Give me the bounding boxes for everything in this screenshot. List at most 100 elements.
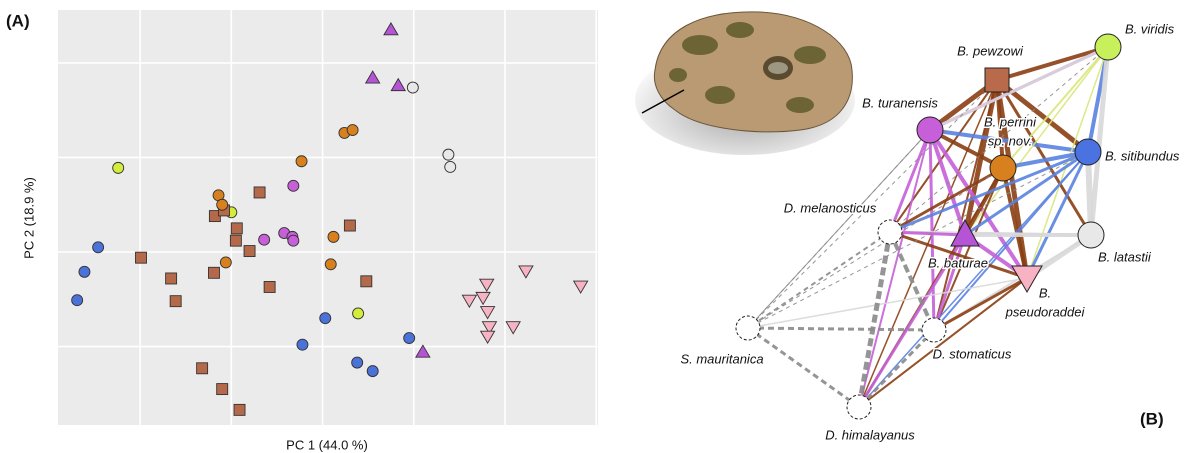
point: [444, 160, 457, 173]
edge: [929, 128, 1004, 170]
node-label: S. mauritanica: [680, 351, 763, 366]
point: [461, 294, 478, 309]
edge: [747, 129, 931, 329]
point: [403, 332, 416, 344]
edge: [928, 129, 967, 236]
point: [324, 258, 337, 271]
point: [196, 362, 209, 375]
x-axis-label: PC 1 (44.0 %): [286, 437, 368, 452]
point: [479, 330, 496, 345]
point: [327, 230, 340, 243]
edge: [889, 79, 998, 233]
node-label: B. turanensis: [862, 95, 938, 110]
node-label: D. stomaticus: [933, 346, 1012, 361]
point: [112, 161, 125, 174]
point: [169, 295, 182, 308]
point: [243, 245, 256, 258]
edge: [932, 234, 967, 331]
panel-label: (A): [6, 11, 30, 30]
edge: [856, 231, 893, 408]
point: [287, 234, 300, 247]
edge: [857, 234, 967, 408]
edge: [995, 79, 1093, 236]
point: [319, 312, 332, 325]
edge: [929, 128, 1089, 154]
node-label: B. pewzowi: [957, 43, 1024, 58]
edge: [889, 230, 966, 237]
point: [258, 233, 271, 246]
edge: [996, 45, 1109, 82]
node-label: sp. nov.: [988, 133, 1033, 148]
edge: [1088, 46, 1111, 236]
node: [1094, 33, 1122, 61]
point: [518, 265, 534, 279]
edge: [929, 45, 1109, 132]
point: [352, 307, 365, 320]
edge: [888, 129, 932, 233]
edge: [747, 167, 1004, 329]
edge: [928, 128, 1029, 280]
point: [346, 124, 359, 137]
y-axis-label: PC 2 (18.9 %): [21, 177, 36, 259]
node-label: B.: [1039, 285, 1051, 300]
point: [229, 234, 242, 247]
point: [406, 81, 419, 94]
point: [475, 291, 491, 306]
point: [78, 265, 91, 278]
node: [1074, 138, 1102, 166]
edge: [933, 167, 1004, 331]
edge: [747, 326, 860, 409]
point: [216, 198, 229, 211]
plot-background: [58, 10, 598, 425]
edge: [928, 129, 936, 331]
node: [735, 315, 761, 341]
point: [415, 344, 431, 358]
point: [343, 219, 356, 232]
point: [572, 280, 589, 294]
point: [478, 278, 495, 293]
point: [390, 77, 407, 92]
point: [383, 21, 399, 36]
point: [479, 306, 496, 320]
node: [921, 317, 947, 343]
node-label: B. viridis: [1125, 21, 1175, 36]
edge: [933, 79, 998, 331]
edge: [889, 230, 1028, 280]
node: [846, 394, 872, 420]
edge: [889, 166, 1004, 234]
edge: [964, 150, 1089, 237]
panel-label: (B): [1140, 409, 1164, 428]
edge: [747, 277, 1028, 329]
node-label: B. perrini: [984, 114, 1037, 129]
node: [1077, 221, 1105, 249]
node: [950, 218, 980, 247]
edge: [858, 129, 931, 408]
node: [989, 154, 1017, 182]
point: [351, 356, 364, 369]
node-label: D. himalayanus: [825, 427, 915, 442]
edge: [888, 231, 936, 331]
edge: [994, 79, 1030, 279]
point: [366, 365, 379, 378]
point: [233, 403, 246, 416]
edge: [1002, 150, 1089, 170]
point: [360, 275, 373, 288]
edge: [747, 79, 998, 329]
pca-plot: [58, 10, 598, 425]
edge: [1026, 46, 1109, 279]
point: [364, 70, 381, 84]
node: [984, 67, 1010, 93]
point: [263, 281, 276, 293]
point: [481, 321, 498, 335]
point: [92, 241, 105, 254]
node: [1011, 265, 1043, 294]
point: [230, 222, 243, 235]
edge: [857, 328, 936, 409]
toad-photo: [635, 11, 855, 155]
edge: [1085, 151, 1094, 236]
node: [877, 219, 903, 245]
point: [287, 179, 300, 192]
point: [219, 256, 232, 269]
point: [253, 186, 266, 199]
